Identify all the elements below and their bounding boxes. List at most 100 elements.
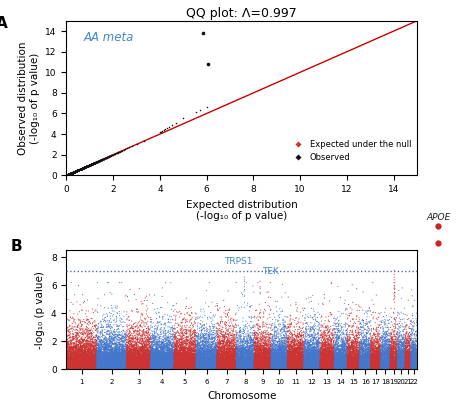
Point [77, 359, 84, 365]
Point [164, 359, 172, 366]
Point [73, 364, 81, 370]
Point [148, 353, 155, 360]
Point [72, 355, 79, 362]
Point [94, 356, 101, 363]
Point [186, 355, 194, 361]
Point [109, 356, 117, 363]
Point [196, 349, 204, 356]
Point [313, 363, 320, 370]
Point [262, 361, 269, 367]
Point [226, 356, 233, 363]
Point [260, 354, 267, 361]
Point [321, 364, 329, 371]
Point [385, 361, 392, 368]
Point [387, 365, 394, 371]
Point [248, 334, 255, 341]
Point [265, 357, 273, 364]
Point [177, 357, 184, 364]
Point [344, 363, 351, 370]
Point [361, 356, 369, 363]
Point [94, 359, 101, 366]
Point [201, 365, 209, 371]
Point [402, 357, 410, 364]
Point [232, 357, 240, 364]
Point [116, 365, 124, 371]
Point [97, 358, 104, 364]
Point [300, 352, 308, 358]
Point [136, 356, 143, 363]
Point [88, 356, 96, 362]
Point [373, 356, 381, 363]
Point [149, 361, 157, 367]
Point [86, 334, 93, 341]
Point [365, 352, 373, 359]
Point [277, 340, 284, 347]
Point [170, 365, 178, 371]
Point [127, 362, 134, 369]
Point [355, 357, 362, 364]
Point [312, 364, 319, 370]
Point [88, 334, 95, 340]
Point [84, 348, 92, 355]
Point [123, 358, 131, 364]
Point [240, 360, 248, 366]
Point [206, 365, 213, 371]
Point [374, 357, 382, 364]
Point [260, 362, 267, 369]
Point [255, 347, 263, 354]
Point [358, 355, 365, 362]
Point [189, 364, 196, 370]
Point [133, 365, 141, 371]
Point [80, 364, 87, 371]
Point [152, 339, 159, 346]
Point [204, 353, 211, 359]
Point [215, 359, 222, 365]
Point [140, 363, 148, 369]
Point [78, 365, 85, 371]
Point [243, 350, 251, 356]
Point [352, 344, 360, 351]
Point [115, 360, 122, 367]
Point [173, 362, 180, 369]
Point [250, 344, 258, 351]
Point [381, 363, 388, 369]
Point [91, 344, 98, 351]
Point [239, 362, 246, 369]
Point [114, 365, 121, 371]
Point [155, 363, 163, 370]
Point [153, 356, 160, 363]
Point [284, 342, 292, 349]
Point [319, 342, 327, 348]
Point [234, 353, 241, 360]
Point [86, 357, 94, 364]
Point [164, 362, 171, 369]
Point [400, 331, 408, 337]
Point [343, 365, 350, 371]
Point [122, 363, 129, 369]
Point [214, 352, 222, 359]
Point [209, 351, 216, 357]
Point [135, 345, 143, 352]
Point [255, 364, 262, 371]
Point [405, 364, 413, 371]
Point [325, 357, 332, 364]
Point [156, 358, 164, 364]
Point [257, 358, 265, 365]
Point [86, 364, 94, 371]
Point [101, 358, 109, 364]
Point [318, 341, 326, 348]
Point [147, 357, 155, 364]
Point [71, 352, 79, 358]
Point [107, 323, 115, 330]
Point [154, 354, 162, 361]
Point [193, 350, 201, 356]
Point [231, 354, 238, 360]
Point [217, 362, 225, 369]
Point [356, 364, 363, 371]
Point [251, 360, 259, 366]
Point [372, 351, 379, 358]
Point [93, 362, 101, 369]
Point [274, 365, 282, 371]
Point [407, 364, 414, 371]
Point [118, 362, 126, 369]
